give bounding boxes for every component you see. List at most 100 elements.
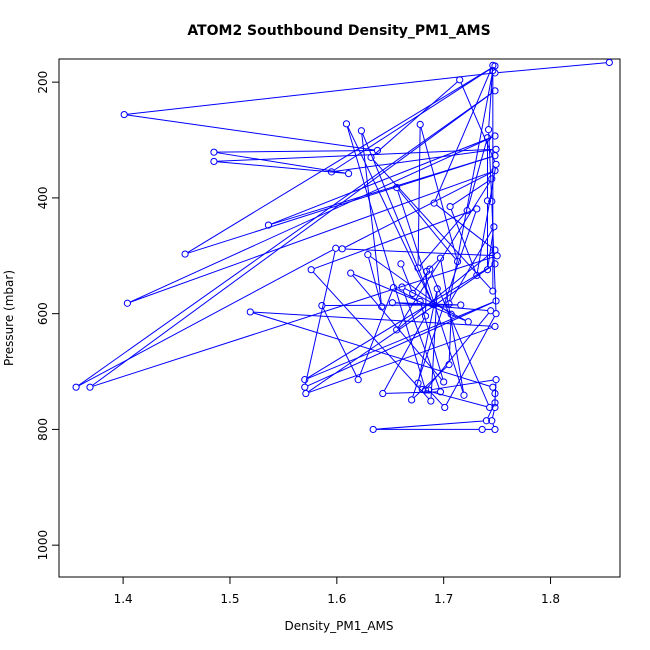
series-line-segment (428, 259, 439, 270)
data-point (492, 160, 500, 168)
series-line-segment (187, 156, 493, 254)
series-line-segment (498, 62, 607, 74)
series-line-segment (307, 265, 493, 379)
series-line-segment (492, 410, 495, 418)
data-point (338, 245, 346, 253)
data-point (463, 207, 471, 215)
data-point (440, 378, 448, 386)
y-tick-label: 800 (36, 418, 50, 441)
data-point (491, 260, 499, 268)
series-line-segment (445, 316, 495, 405)
data-point (457, 301, 465, 309)
data-layer (72, 58, 613, 434)
series-line-segment (395, 302, 458, 306)
series-line-segment (425, 389, 487, 408)
data-point (489, 61, 497, 69)
data-point (447, 310, 455, 318)
series-line-segment (430, 291, 438, 398)
series-line-segment (419, 212, 466, 266)
data-point (430, 199, 438, 207)
data-point (393, 326, 401, 334)
y-tick-label: 200 (36, 71, 50, 94)
data-point (301, 376, 309, 384)
data-point (473, 205, 481, 213)
data-point (492, 145, 500, 153)
data-point (489, 287, 497, 295)
data-point (301, 383, 309, 391)
data-point (393, 183, 401, 192)
data-point (491, 152, 499, 160)
series-line-segment (217, 161, 346, 174)
data-point (181, 250, 189, 258)
series-line-segment (312, 271, 430, 400)
series-line-segment (308, 265, 493, 393)
series-line-segment (92, 256, 495, 387)
data-point (605, 58, 613, 67)
data-point (246, 308, 254, 316)
data-point (379, 389, 387, 398)
series-line-segment (372, 159, 492, 290)
series-line-segment (130, 136, 493, 303)
data-point (487, 307, 495, 315)
data-point (492, 297, 500, 305)
series-line-segment (418, 291, 438, 381)
series-line-segment (334, 149, 493, 172)
series-line-segment (467, 140, 488, 208)
plot-frame (58, 58, 621, 578)
series-line-segment (450, 229, 493, 302)
data-point (388, 299, 396, 307)
data-point (488, 197, 496, 205)
data-point (486, 403, 494, 412)
data-point (418, 385, 426, 394)
data-point (429, 300, 437, 308)
data-point (484, 126, 493, 134)
series-line-segment (396, 288, 418, 301)
data-point (491, 399, 499, 407)
data-point (491, 69, 499, 77)
series-line-segment (333, 67, 493, 171)
x-tick-label: 1.8 (541, 592, 560, 606)
x-tick-label: 1.6 (327, 592, 346, 606)
data-point (364, 251, 372, 259)
series-line-segment (217, 148, 493, 162)
series-line-segment (362, 133, 433, 302)
data-point (491, 132, 499, 140)
series-line-segment (452, 180, 490, 206)
series-line-segment (361, 133, 382, 304)
data-point (123, 299, 131, 307)
series-line-segment (217, 152, 346, 174)
y-tick-label: 600 (36, 302, 50, 325)
series-line-segment (314, 209, 474, 270)
series-line-segment (492, 423, 495, 427)
series-line-segment (253, 312, 490, 387)
series-line-segment (78, 249, 334, 387)
data-point (421, 386, 430, 394)
data-point (445, 360, 453, 369)
series-line-segment (488, 132, 493, 199)
data-point (397, 260, 405, 268)
data-point (464, 318, 472, 326)
series-line-segment (401, 266, 412, 291)
data-point (483, 134, 492, 142)
data-point (342, 120, 351, 128)
data-point (367, 153, 375, 161)
data-point (492, 376, 500, 384)
data-point (488, 175, 496, 183)
series-line-segment (187, 67, 493, 253)
data-point (445, 300, 453, 308)
data-point (478, 425, 486, 434)
series-line-segment (127, 114, 375, 151)
data-point (436, 388, 445, 396)
data-point (357, 127, 366, 135)
data-point (210, 157, 218, 166)
data-point (120, 110, 128, 119)
data-point (264, 221, 273, 229)
data-point (421, 312, 430, 320)
series-line-segment (440, 261, 464, 393)
data-point (490, 223, 498, 231)
data-point (369, 425, 377, 434)
data-point (491, 322, 499, 330)
data-point (491, 246, 499, 254)
data-point (408, 396, 416, 404)
x-axis: 1.4 1.5 1.6 1.7 1.8 (114, 576, 560, 606)
